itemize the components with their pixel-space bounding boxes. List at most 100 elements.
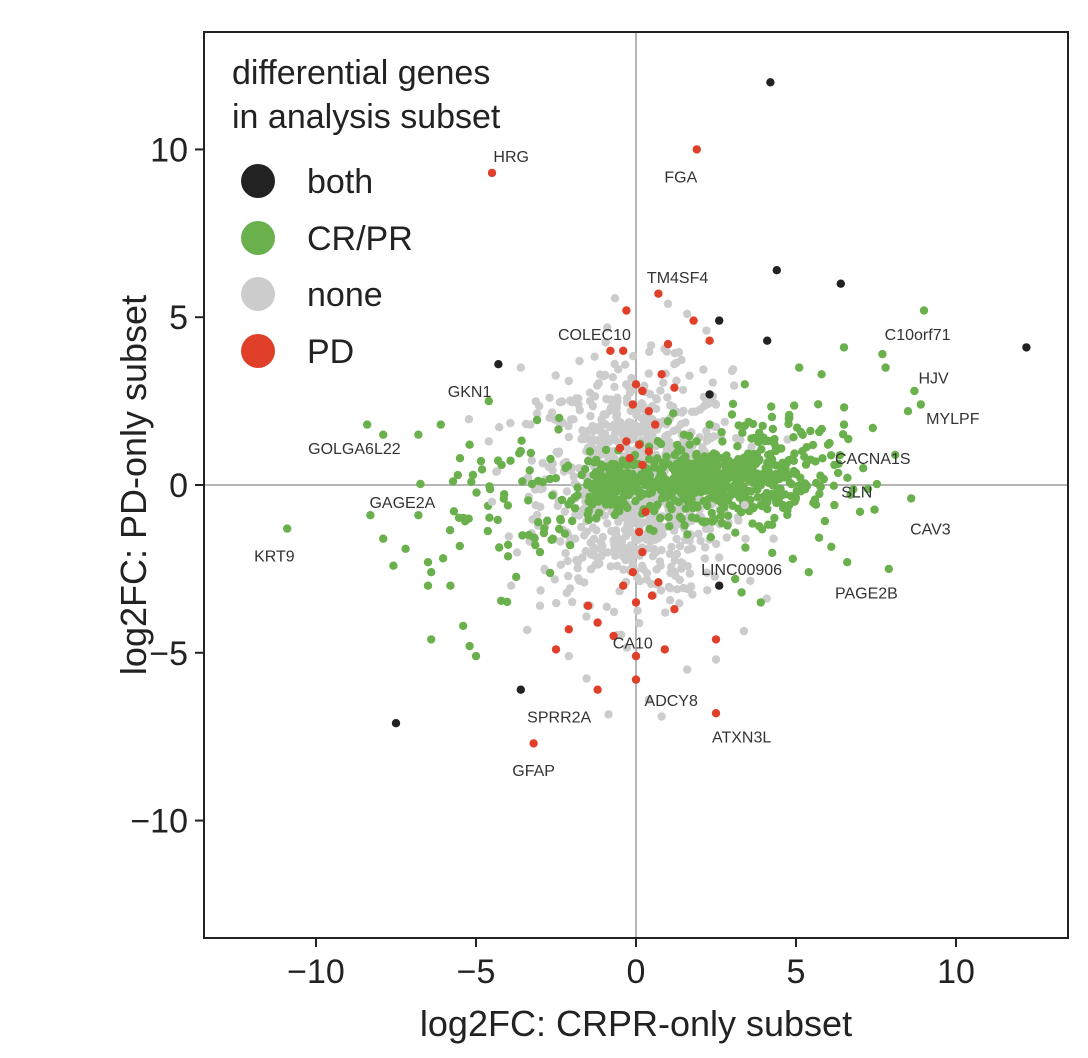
point-crpr-cloud	[607, 459, 617, 469]
point-none-cloud	[626, 541, 636, 550]
point-none-cloud	[610, 382, 619, 391]
point-crpr	[731, 574, 740, 584]
point-pd	[644, 407, 653, 416]
point-none-cloud	[656, 586, 666, 595]
point-none-cloud	[556, 560, 565, 569]
point-none-cloud	[590, 352, 599, 361]
point-crpr	[855, 507, 865, 516]
point-crpr-cloud	[708, 516, 717, 525]
point-crpr	[830, 500, 839, 510]
point-none-cloud	[532, 409, 542, 418]
point-crpr	[884, 564, 893, 574]
point-none-cloud	[605, 406, 615, 415]
point-none-cloud	[531, 501, 540, 510]
point-crpr-cloud	[744, 417, 753, 427]
point-crpr-cloud	[589, 479, 598, 489]
point-none-cloud	[678, 559, 687, 568]
point-crpr	[414, 511, 423, 520]
point-crpr-cloud	[819, 474, 828, 484]
point-crpr-cloud	[477, 465, 487, 474]
point-crpr-cloud	[785, 413, 794, 423]
point-crpr-cloud	[530, 534, 539, 543]
point-crpr-cloud	[783, 510, 792, 520]
point-crpr	[401, 544, 410, 553]
point-none-cloud	[645, 347, 654, 356]
point-none-cloud	[666, 401, 675, 410]
point-none-cloud	[712, 539, 721, 549]
point-none-cloud	[714, 553, 724, 562]
point-none	[663, 299, 673, 308]
point-crpr-cloud	[790, 449, 799, 458]
point-none-cloud	[637, 414, 647, 423]
point-crpr-cloud	[816, 481, 825, 491]
point-crpr-cloud	[745, 506, 754, 516]
point-crpr-cloud	[655, 466, 665, 475]
point-crpr-cloud	[826, 451, 836, 460]
legend-title-line1: differential genes	[232, 54, 490, 92]
point-both	[766, 78, 775, 87]
point-crpr	[414, 430, 423, 439]
point-crpr	[459, 621, 468, 631]
point-none-cloud	[536, 586, 545, 595]
point-none-cloud	[678, 385, 688, 395]
point-crpr-cloud	[747, 434, 756, 443]
point-crpr-cloud	[782, 458, 792, 468]
point-pd	[692, 145, 701, 154]
point-crpr-cloud	[786, 492, 796, 501]
point-none-cloud	[636, 405, 645, 414]
point-none-cloud	[685, 569, 695, 578]
point-crpr	[756, 598, 765, 607]
point-none	[612, 403, 621, 412]
y-tick-label: −5	[149, 635, 188, 673]
point-pd	[641, 507, 650, 516]
point-crpr-cloud	[581, 465, 590, 474]
gene-label: PAGE2B	[835, 585, 898, 602]
point-crpr-cloud	[453, 470, 462, 480]
point-crpr-cloud	[621, 474, 631, 483]
point-crpr-cloud	[710, 454, 720, 463]
point-crpr-cloud	[685, 496, 694, 505]
point-none-cloud	[652, 404, 661, 413]
point-pd	[609, 631, 618, 641]
point-crpr-cloud	[779, 501, 788, 510]
point-crpr-cloud	[827, 542, 836, 551]
point-none-cloud	[620, 360, 630, 369]
point-crpr	[705, 420, 714, 429]
point-crpr-cloud	[778, 471, 788, 480]
point-crpr-cloud	[716, 511, 726, 520]
point-none-cloud	[587, 439, 596, 448]
point-crpr-cloud	[518, 531, 527, 540]
point-crpr-cloud	[669, 409, 678, 418]
point-none	[683, 665, 692, 674]
point-none-cloud	[610, 294, 620, 303]
point-crpr-cloud	[596, 492, 605, 501]
point-crpr-cloud	[748, 519, 757, 528]
point-crpr-cloud	[503, 501, 513, 510]
point-none-cloud	[700, 543, 710, 552]
gene-label: SPRR2A	[527, 710, 591, 727]
legend-label-pd: PD	[307, 333, 354, 371]
point-pd	[689, 316, 698, 325]
point-crpr-cloud	[639, 475, 649, 485]
point-crpr	[423, 558, 433, 567]
point-none-cloud	[646, 341, 656, 350]
point-crpr-cloud	[738, 428, 747, 437]
point-none	[683, 309, 692, 319]
point-none	[564, 651, 573, 661]
point-none-cloud	[619, 565, 628, 574]
point-none	[516, 363, 525, 372]
point-none-cloud	[665, 549, 675, 558]
point-crpr-cloud	[800, 479, 810, 488]
point-crpr-cloud	[653, 500, 662, 509]
point-crpr-cloud	[633, 487, 642, 496]
gene-label: GAGE2A	[369, 495, 435, 512]
gene-label: COLEC10	[558, 327, 631, 344]
point-both	[836, 279, 845, 288]
x-tick-label: 10	[937, 953, 975, 991]
point-none-cloud	[582, 674, 591, 683]
point-pd	[644, 447, 653, 456]
point-crpr-cloud	[700, 518, 709, 527]
point-crpr-cloud	[532, 415, 542, 425]
point-crpr-cloud	[724, 511, 733, 520]
point-crpr	[868, 423, 877, 433]
